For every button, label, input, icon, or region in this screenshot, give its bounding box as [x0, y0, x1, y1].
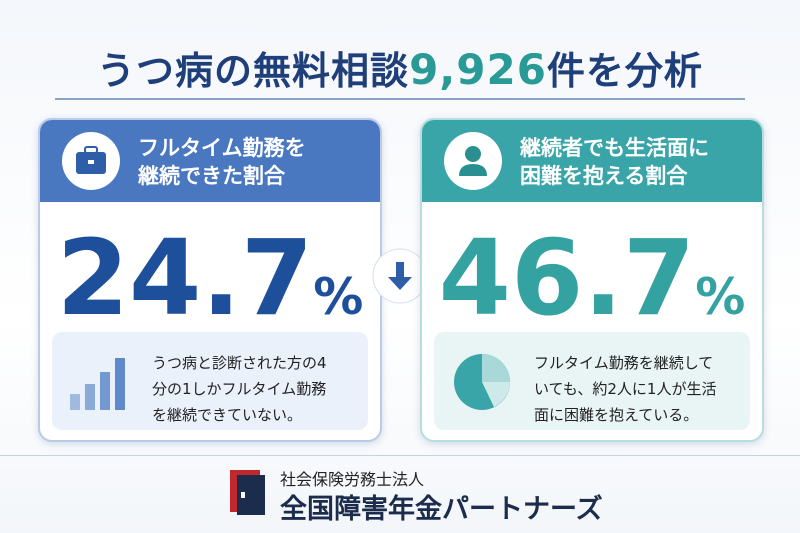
- description-line: いても、約2人に1人が生活: [534, 380, 717, 398]
- stat-value: 46.7: [438, 217, 696, 339]
- org-name: 全国障害年金パートナーズ: [280, 494, 603, 525]
- arrow-icon: [372, 248, 428, 304]
- divider: [0, 455, 800, 456]
- desc-panel: フルタイム勤務を継続して いても、約2人に1人が生活 面に困難を抱えている。: [434, 332, 750, 430]
- stat-value: 24.7: [56, 217, 314, 339]
- logo: [230, 470, 265, 515]
- pie-icon: [454, 354, 510, 410]
- description: うつ病と診断された方の4 分の1しかフルタイム勤務 を継続できていない。: [152, 350, 327, 428]
- desc-panel: うつ病と診断された方の4 分の1しかフルタイム勤務 を継続できていない。: [52, 332, 368, 430]
- stat: 24.7%: [40, 218, 380, 357]
- org-type: 社会保険労務士法人: [280, 470, 425, 489]
- stat: 46.7%: [422, 218, 762, 357]
- card-heading: フルタイム勤務を: [138, 136, 306, 160]
- stat-unit: %: [695, 268, 746, 326]
- card: フルタイム勤務を 継続できた割合 24.7% うつ病と診断された方の4 分の1しかフ…: [38, 118, 382, 442]
- title: うつ病の無料相談9,926件を分析: [0, 40, 800, 95]
- stat-unit: %: [313, 268, 364, 326]
- card-header: 継続者でも生活面に 困難を抱える割合: [422, 120, 762, 202]
- card-heading: 継続者でも生活面に: [520, 136, 709, 160]
- title-number: 9,926: [409, 45, 547, 94]
- description: フルタイム勤務を継続して いても、約2人に1人が生活 面に困難を抱えている。: [534, 350, 716, 428]
- icon: [444, 132, 502, 190]
- card-heading: 困難を抱える割合: [520, 164, 688, 188]
- card-header: フルタイム勤務を 継続できた割合: [40, 120, 380, 202]
- card-heading: 継続できた割合: [138, 164, 285, 188]
- bar-icon: [70, 358, 125, 410]
- title-text: 件を分析: [546, 49, 703, 93]
- briefcase-icon: [76, 146, 106, 174]
- card: 継続者でも生活面に 困難を抱える割合 46.7% フルタイム勤務を継続して いても、…: [420, 118, 764, 442]
- description-line: を継続できていない。: [152, 406, 303, 424]
- description-line: 面に困難を抱えている。: [534, 406, 699, 424]
- title-text: うつ病の無料相談: [97, 49, 410, 93]
- description-line: うつ病と診断された方の4: [152, 354, 327, 372]
- divider: [55, 98, 745, 100]
- description-line: フルタイム勤務を継続して: [534, 354, 714, 372]
- person-icon: [459, 146, 487, 176]
- icon: [62, 132, 120, 190]
- description-line: 分の1しかフルタイム勤務: [152, 380, 327, 398]
